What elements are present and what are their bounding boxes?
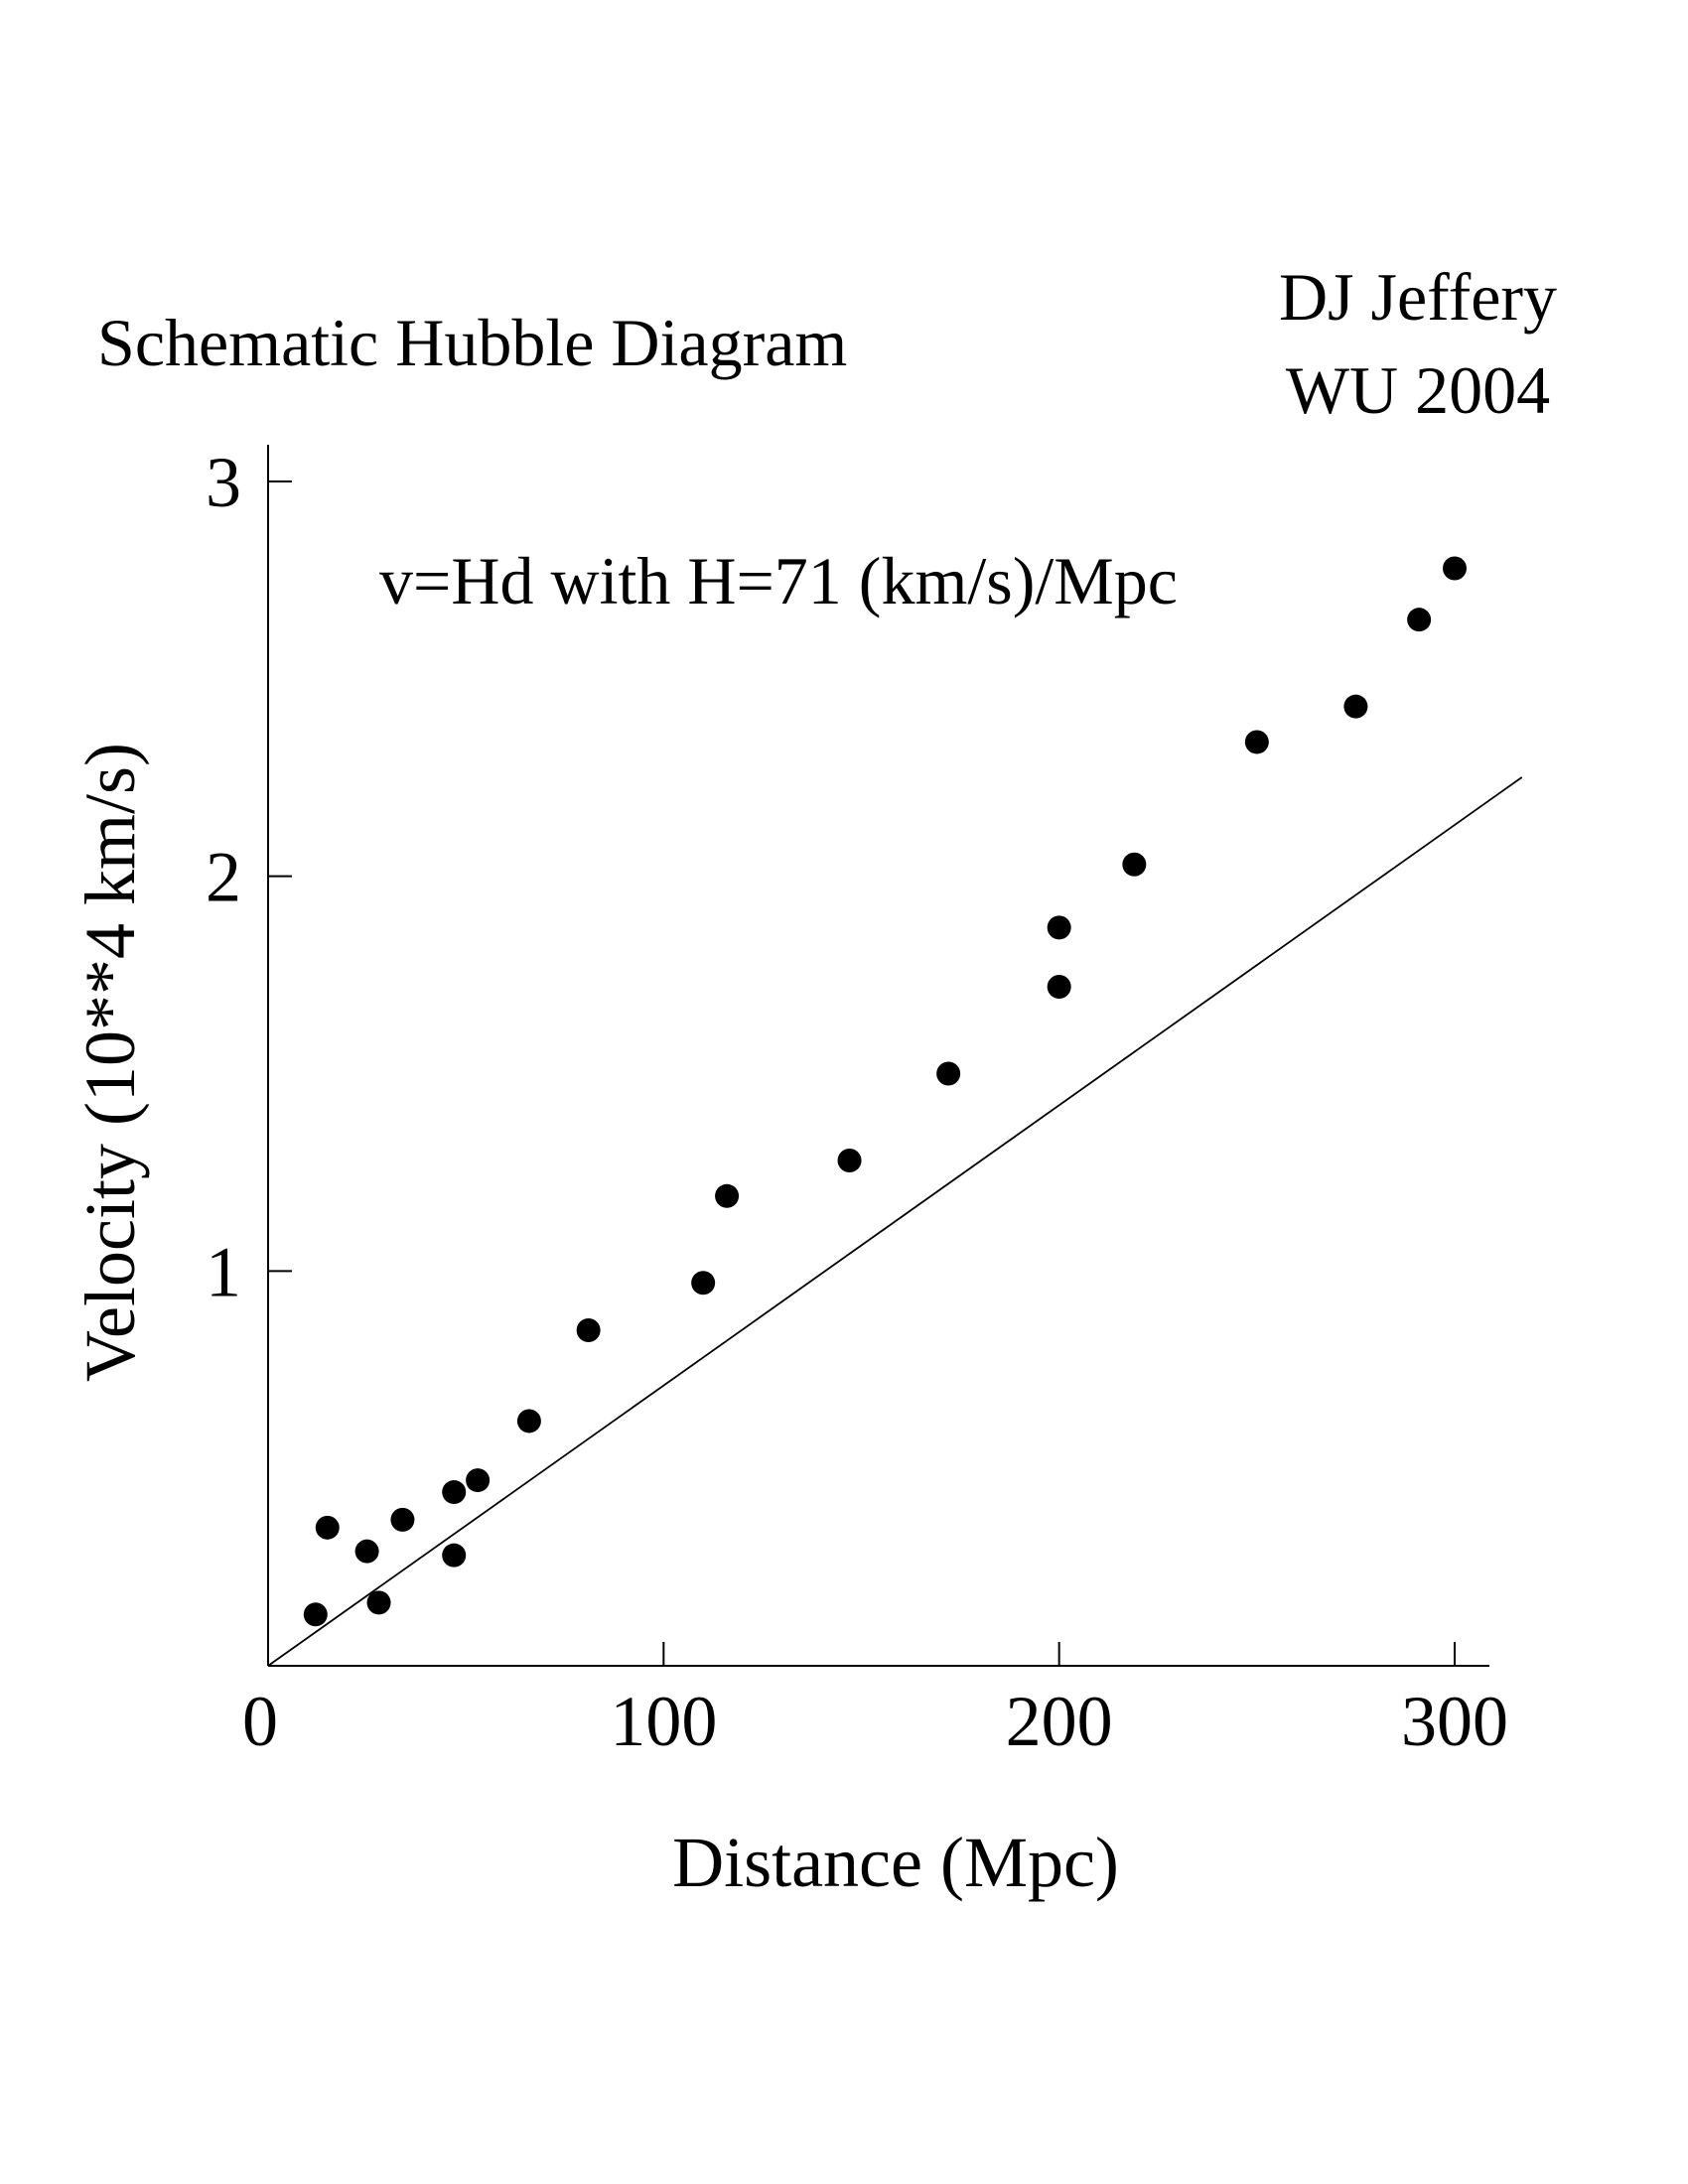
data-point-3	[366, 1590, 391, 1615]
chart-title: Schematic Hubble Diagram	[97, 305, 847, 380]
data-point-0	[303, 1602, 328, 1627]
y-tick-label-3: 3	[206, 443, 241, 522]
x-tick-label-200: 200	[1006, 1682, 1113, 1761]
fit-line-layer	[267, 776, 1523, 1667]
credit-line-2: WU 2004	[1286, 352, 1550, 428]
data-point-14	[1047, 915, 1071, 940]
fit-annotation: v=Hd with H=71 (km/s)/Mpc	[379, 543, 1178, 618]
data-point-19	[1407, 608, 1432, 632]
data-point-17	[1244, 730, 1269, 754]
text-layer: Schematic Hubble Diagram DJ Jeffery WU 2…	[70, 259, 1557, 1902]
x-tick-label-300: 300	[1401, 1682, 1508, 1761]
data-point-9	[576, 1317, 601, 1342]
data-point-12	[837, 1148, 862, 1172]
data-point-10	[691, 1271, 716, 1296]
credit-line-1: DJ Jeffery	[1279, 259, 1557, 335]
data-point-20	[1443, 556, 1467, 581]
data-point-4	[390, 1507, 415, 1532]
data-point-1	[315, 1515, 340, 1540]
axes-layer	[267, 445, 1489, 1667]
hubble-fit-line	[267, 776, 1523, 1667]
data-point-11	[715, 1183, 740, 1208]
data-point-8	[516, 1409, 541, 1433]
data-points-layer	[303, 556, 1467, 1627]
y-tick-label-1: 1	[206, 1232, 241, 1311]
data-point-16	[1122, 852, 1147, 877]
data-point-2	[354, 1539, 379, 1564]
data-point-13	[936, 1061, 961, 1086]
y-axis-label: Velocity (10**4 km/s)	[70, 743, 150, 1382]
x-axis-label: Distance (Mpc)	[672, 1823, 1119, 1902]
data-point-15	[1047, 975, 1071, 1000]
data-point-18	[1343, 694, 1368, 719]
x-tick-label-100: 100	[610, 1682, 717, 1761]
y-tick-label-2: 2	[206, 838, 241, 917]
data-point-5	[442, 1480, 467, 1505]
data-point-6	[442, 1543, 467, 1568]
data-point-7	[466, 1468, 491, 1493]
x-tick-label-0: 0	[242, 1682, 278, 1761]
